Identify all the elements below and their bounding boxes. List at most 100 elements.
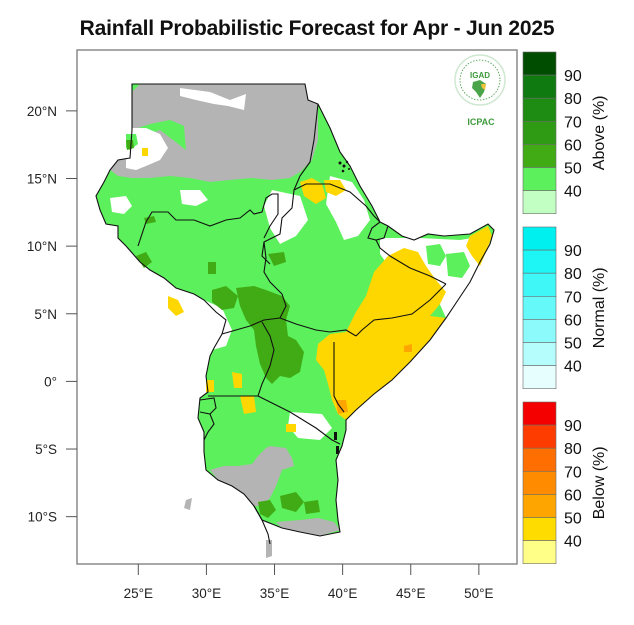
legend-title: Normal (%)	[591, 267, 608, 348]
region-yellow-somalia-ne	[466, 226, 492, 266]
lon-tick-label: 45°E	[396, 586, 425, 601]
region-yellow-patch	[232, 372, 242, 388]
region-white-patch	[110, 196, 132, 214]
region-yellow-patch	[142, 148, 148, 156]
legends: 90 80 70 60 50 40 Above (%) 90 80 70 60 50 40 Normal …	[522, 51, 608, 564]
region-darkgreen-patch	[212, 286, 238, 310]
legend-above: 90 80 70 60 50 40 Above (%)	[522, 51, 608, 215]
legend-swatch	[522, 249, 557, 274]
region-yellow-patch	[240, 396, 256, 414]
region-orange-patch	[404, 344, 412, 352]
lat-tick-label: 20°N	[27, 104, 57, 119]
region-green-patch	[446, 252, 470, 278]
region-darkgreen-patch	[136, 252, 152, 268]
lat-tick-label: 10°S	[28, 510, 57, 525]
legend-swatch	[522, 470, 557, 495]
legend-title: Below (%)	[591, 446, 608, 519]
region-darkgreen-patch	[258, 500, 276, 518]
lon-axis: 25°E 30°E 35°E 40°E 45°E 50°E	[124, 564, 494, 601]
region-grey-sudan	[110, 84, 318, 182]
region-white-patch	[180, 190, 208, 206]
region-yellow-patch	[286, 424, 296, 432]
legend-swatch	[522, 319, 557, 343]
region-darkgreen-patch	[208, 262, 216, 274]
pemba-island	[334, 432, 337, 440]
legend-tick-label: 90	[564, 418, 582, 435]
border-uganda-kenya	[257, 321, 275, 397]
region-darkgreen-patch	[304, 500, 320, 514]
border-burundi-tanzania	[203, 413, 215, 441]
legend-swatch	[522, 167, 557, 191]
region-grey-islet	[266, 540, 272, 558]
border-southsudan-ethiopia	[263, 241, 287, 319]
lat-axis: 20°N 15°N 10°N 5°N 0° 5°S 10°S	[27, 104, 77, 525]
legend-tick-label: 80	[564, 441, 582, 458]
logo-igad-text: IGAD	[470, 71, 490, 80]
map-layers	[95, 83, 495, 558]
border-kenya-tanzania	[257, 395, 341, 445]
border-tanzania-malawi	[253, 505, 271, 545]
lat-tick-label: 0°	[44, 374, 57, 389]
legend-tick-label: 60	[564, 312, 582, 329]
region-grey-tanzania-south	[276, 518, 340, 536]
region-white-patch	[288, 412, 332, 440]
legend-swatch	[522, 121, 557, 145]
lat-tick-label: 5°N	[34, 307, 57, 322]
border-sudan-southsudan	[137, 193, 279, 247]
border-djibouti	[367, 221, 389, 241]
zanzibar-island	[336, 446, 339, 454]
lat-tick-label: 5°S	[35, 442, 57, 457]
legend-tick-label: 80	[564, 91, 582, 108]
border-eritrea-ethiopia	[293, 183, 381, 223]
legend-swatch	[522, 74, 557, 99]
lon-tick-label: 40°E	[328, 586, 357, 601]
legend-tick-label: 90	[564, 243, 582, 260]
legend-swatch	[522, 540, 557, 564]
dahlak-islands	[338, 160, 350, 173]
legend-tick-label: 80	[564, 266, 582, 283]
legend-swatch	[522, 342, 557, 366]
lon-tick-label: 50°E	[464, 586, 493, 601]
logo-ring-text	[459, 59, 501, 101]
country-borders	[95, 83, 495, 545]
lon-tick-label: 35°E	[260, 586, 289, 601]
legend-tick-label: 90	[564, 68, 582, 85]
legend-swatch	[522, 272, 557, 297]
border-southsudan-uganda	[221, 317, 281, 335]
map-title: Rainfall Probabilistic Forecast for Apr …	[79, 17, 555, 40]
legend-tick-label: 60	[564, 487, 582, 504]
legend-below: 90 80 70 60 50 40 Below (%)	[522, 401, 608, 564]
legend-tick-label: 50	[564, 511, 582, 528]
border-sudan-ethiopia	[261, 103, 319, 265]
legend-tick-label: 70	[564, 114, 582, 131]
region-grey-islet	[184, 498, 192, 510]
legend-swatch	[522, 51, 557, 76]
region-darkgreen-patch	[144, 216, 156, 224]
region-darkgreen-patch	[280, 492, 304, 512]
icpac-logo: IGAD ICPAC	[454, 54, 506, 127]
legend-tick-label: 70	[564, 464, 582, 481]
legend-tick-label: 40	[564, 534, 582, 551]
region-green-patch	[426, 244, 446, 266]
region-yellow-horn	[316, 248, 446, 420]
igad-region-highlight-icon	[481, 84, 486, 90]
legend-swatch	[522, 494, 557, 518]
legend-swatch	[522, 97, 557, 122]
logo-icpac-text: ICPAC	[467, 117, 495, 127]
legend-normal: 90 80 70 60 50 40 Normal (%)	[522, 226, 608, 390]
legend-swatch	[522, 144, 557, 168]
border-ethiopia-kenya	[279, 317, 357, 337]
legend-tick-label: 40	[564, 359, 582, 376]
legend-swatch	[522, 401, 557, 426]
legend-swatch	[522, 295, 557, 320]
region-darkgreen-patch	[268, 252, 286, 266]
region-white-patch	[200, 300, 232, 350]
lat-tick-label: 10°N	[27, 239, 57, 254]
region-white-patch	[264, 190, 308, 244]
lon-tick-label: 30°E	[192, 586, 221, 601]
legend-swatch	[522, 447, 557, 472]
region-darkgreen-patch	[126, 140, 134, 150]
region-grey-tanzania	[210, 446, 294, 506]
legend-tick-label: 50	[564, 161, 582, 178]
